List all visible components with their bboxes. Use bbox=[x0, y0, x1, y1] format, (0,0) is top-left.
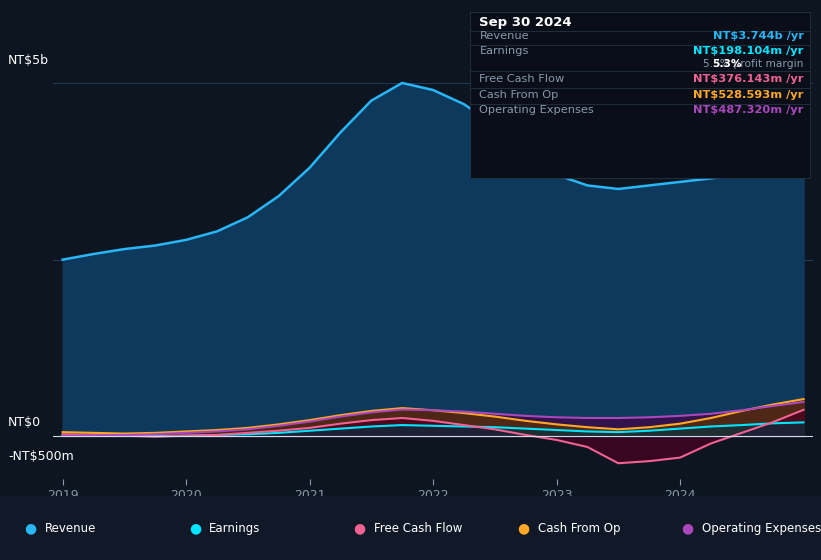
Text: NT$3.744b /yr: NT$3.744b /yr bbox=[713, 31, 804, 41]
Text: 5.3% profit margin: 5.3% profit margin bbox=[704, 59, 804, 69]
Text: ●: ● bbox=[681, 521, 694, 535]
Text: Cash From Op: Cash From Op bbox=[479, 90, 559, 100]
Text: -NT$500m: -NT$500m bbox=[8, 450, 74, 463]
Text: Earnings: Earnings bbox=[209, 521, 261, 535]
Text: Cash From Op: Cash From Op bbox=[538, 521, 620, 535]
Text: NT$528.593m /yr: NT$528.593m /yr bbox=[694, 90, 804, 100]
Text: Free Cash Flow: Free Cash Flow bbox=[374, 521, 462, 535]
Text: Operating Expenses: Operating Expenses bbox=[479, 105, 594, 115]
Text: ●: ● bbox=[517, 521, 530, 535]
Text: NT$376.143m /yr: NT$376.143m /yr bbox=[693, 74, 804, 84]
Text: NT$5b: NT$5b bbox=[8, 54, 49, 67]
Text: NT$0: NT$0 bbox=[8, 416, 41, 430]
Text: 5.3%: 5.3% bbox=[713, 59, 742, 69]
Text: NT$487.320m /yr: NT$487.320m /yr bbox=[694, 105, 804, 115]
Text: Sep 30 2024: Sep 30 2024 bbox=[479, 16, 572, 29]
Text: ●: ● bbox=[189, 521, 201, 535]
Text: Revenue: Revenue bbox=[479, 31, 529, 41]
Text: Operating Expenses: Operating Expenses bbox=[702, 521, 821, 535]
Text: Earnings: Earnings bbox=[479, 46, 529, 57]
Text: ●: ● bbox=[25, 521, 37, 535]
Text: Free Cash Flow: Free Cash Flow bbox=[479, 74, 565, 84]
Text: ●: ● bbox=[353, 521, 365, 535]
Text: NT$198.104m /yr: NT$198.104m /yr bbox=[694, 46, 804, 57]
Text: Revenue: Revenue bbox=[45, 521, 97, 535]
